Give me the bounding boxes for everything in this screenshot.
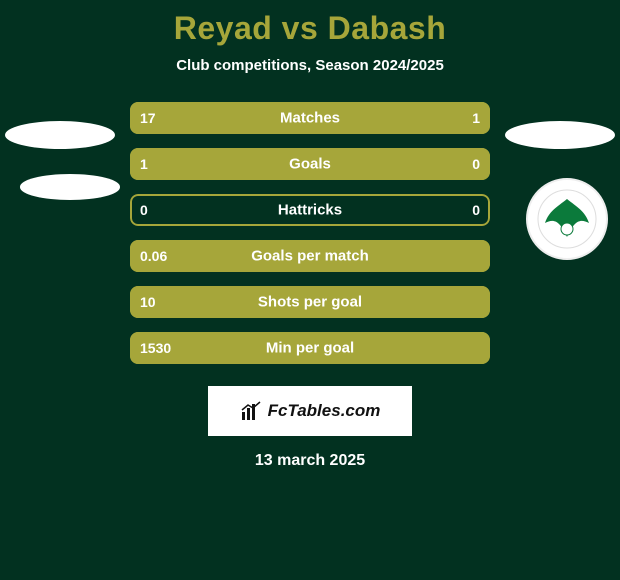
silhouette-icon <box>5 121 115 149</box>
stat-bars: Matches171Goals10Hattricks00Goals per ma… <box>130 102 490 364</box>
date-text: 13 march 2025 <box>0 452 620 470</box>
silhouette-icon <box>505 121 615 149</box>
bar-value-left: 0 <box>140 202 148 218</box>
bar-label: Goals <box>289 156 331 173</box>
subtitle: Club competitions, Season 2024/2025 <box>0 57 620 74</box>
logo-text: FcTables.com <box>268 401 381 421</box>
stat-bar-row: Shots per goal 10 <box>130 286 490 318</box>
page-title: Reyad vs Dabash <box>0 10 620 47</box>
silhouette-icon <box>20 174 120 200</box>
bar-value-right: 1 <box>472 110 480 126</box>
bar-value-right: 0 <box>472 156 480 172</box>
bar-value-left: 10 <box>140 294 156 310</box>
bar-label: Matches <box>280 110 340 127</box>
fctables-logo: FcTables.com <box>208 386 412 436</box>
bar-value-left: 0.06 <box>140 248 167 264</box>
bar-label: Goals per match <box>251 248 369 265</box>
bar-value-right: 0 <box>472 202 480 218</box>
stat-bar-row: Hattricks 0 0 <box>130 194 490 226</box>
chart-icon <box>240 400 262 422</box>
comparison-card: Reyad vs Dabash Club competitions, Seaso… <box>0 0 620 580</box>
stat-bar-row: Goals per match 0.06 <box>130 240 490 272</box>
bar-value-left: 1 <box>140 156 148 172</box>
bar-label: Hattricks <box>278 202 342 219</box>
bar-value-left: 17 <box>140 110 156 126</box>
stat-bar-row: Goals 1 0 <box>130 148 490 180</box>
player-right-avatar <box>505 100 615 170</box>
bar-label: Shots per goal <box>258 294 362 311</box>
bar-fill-left <box>130 102 400 134</box>
stat-bar-row: Matches 17 1 <box>130 102 490 134</box>
bar-label: Min per goal <box>266 340 354 357</box>
bar-value-left: 1530 <box>140 340 171 356</box>
club-badge-icon <box>526 178 608 260</box>
player-right-club-badge <box>526 178 608 260</box>
eagle-icon <box>537 189 597 249</box>
stat-bar-row: Min per goal 1530 <box>130 332 490 364</box>
player-left-club-badge <box>20 155 120 219</box>
